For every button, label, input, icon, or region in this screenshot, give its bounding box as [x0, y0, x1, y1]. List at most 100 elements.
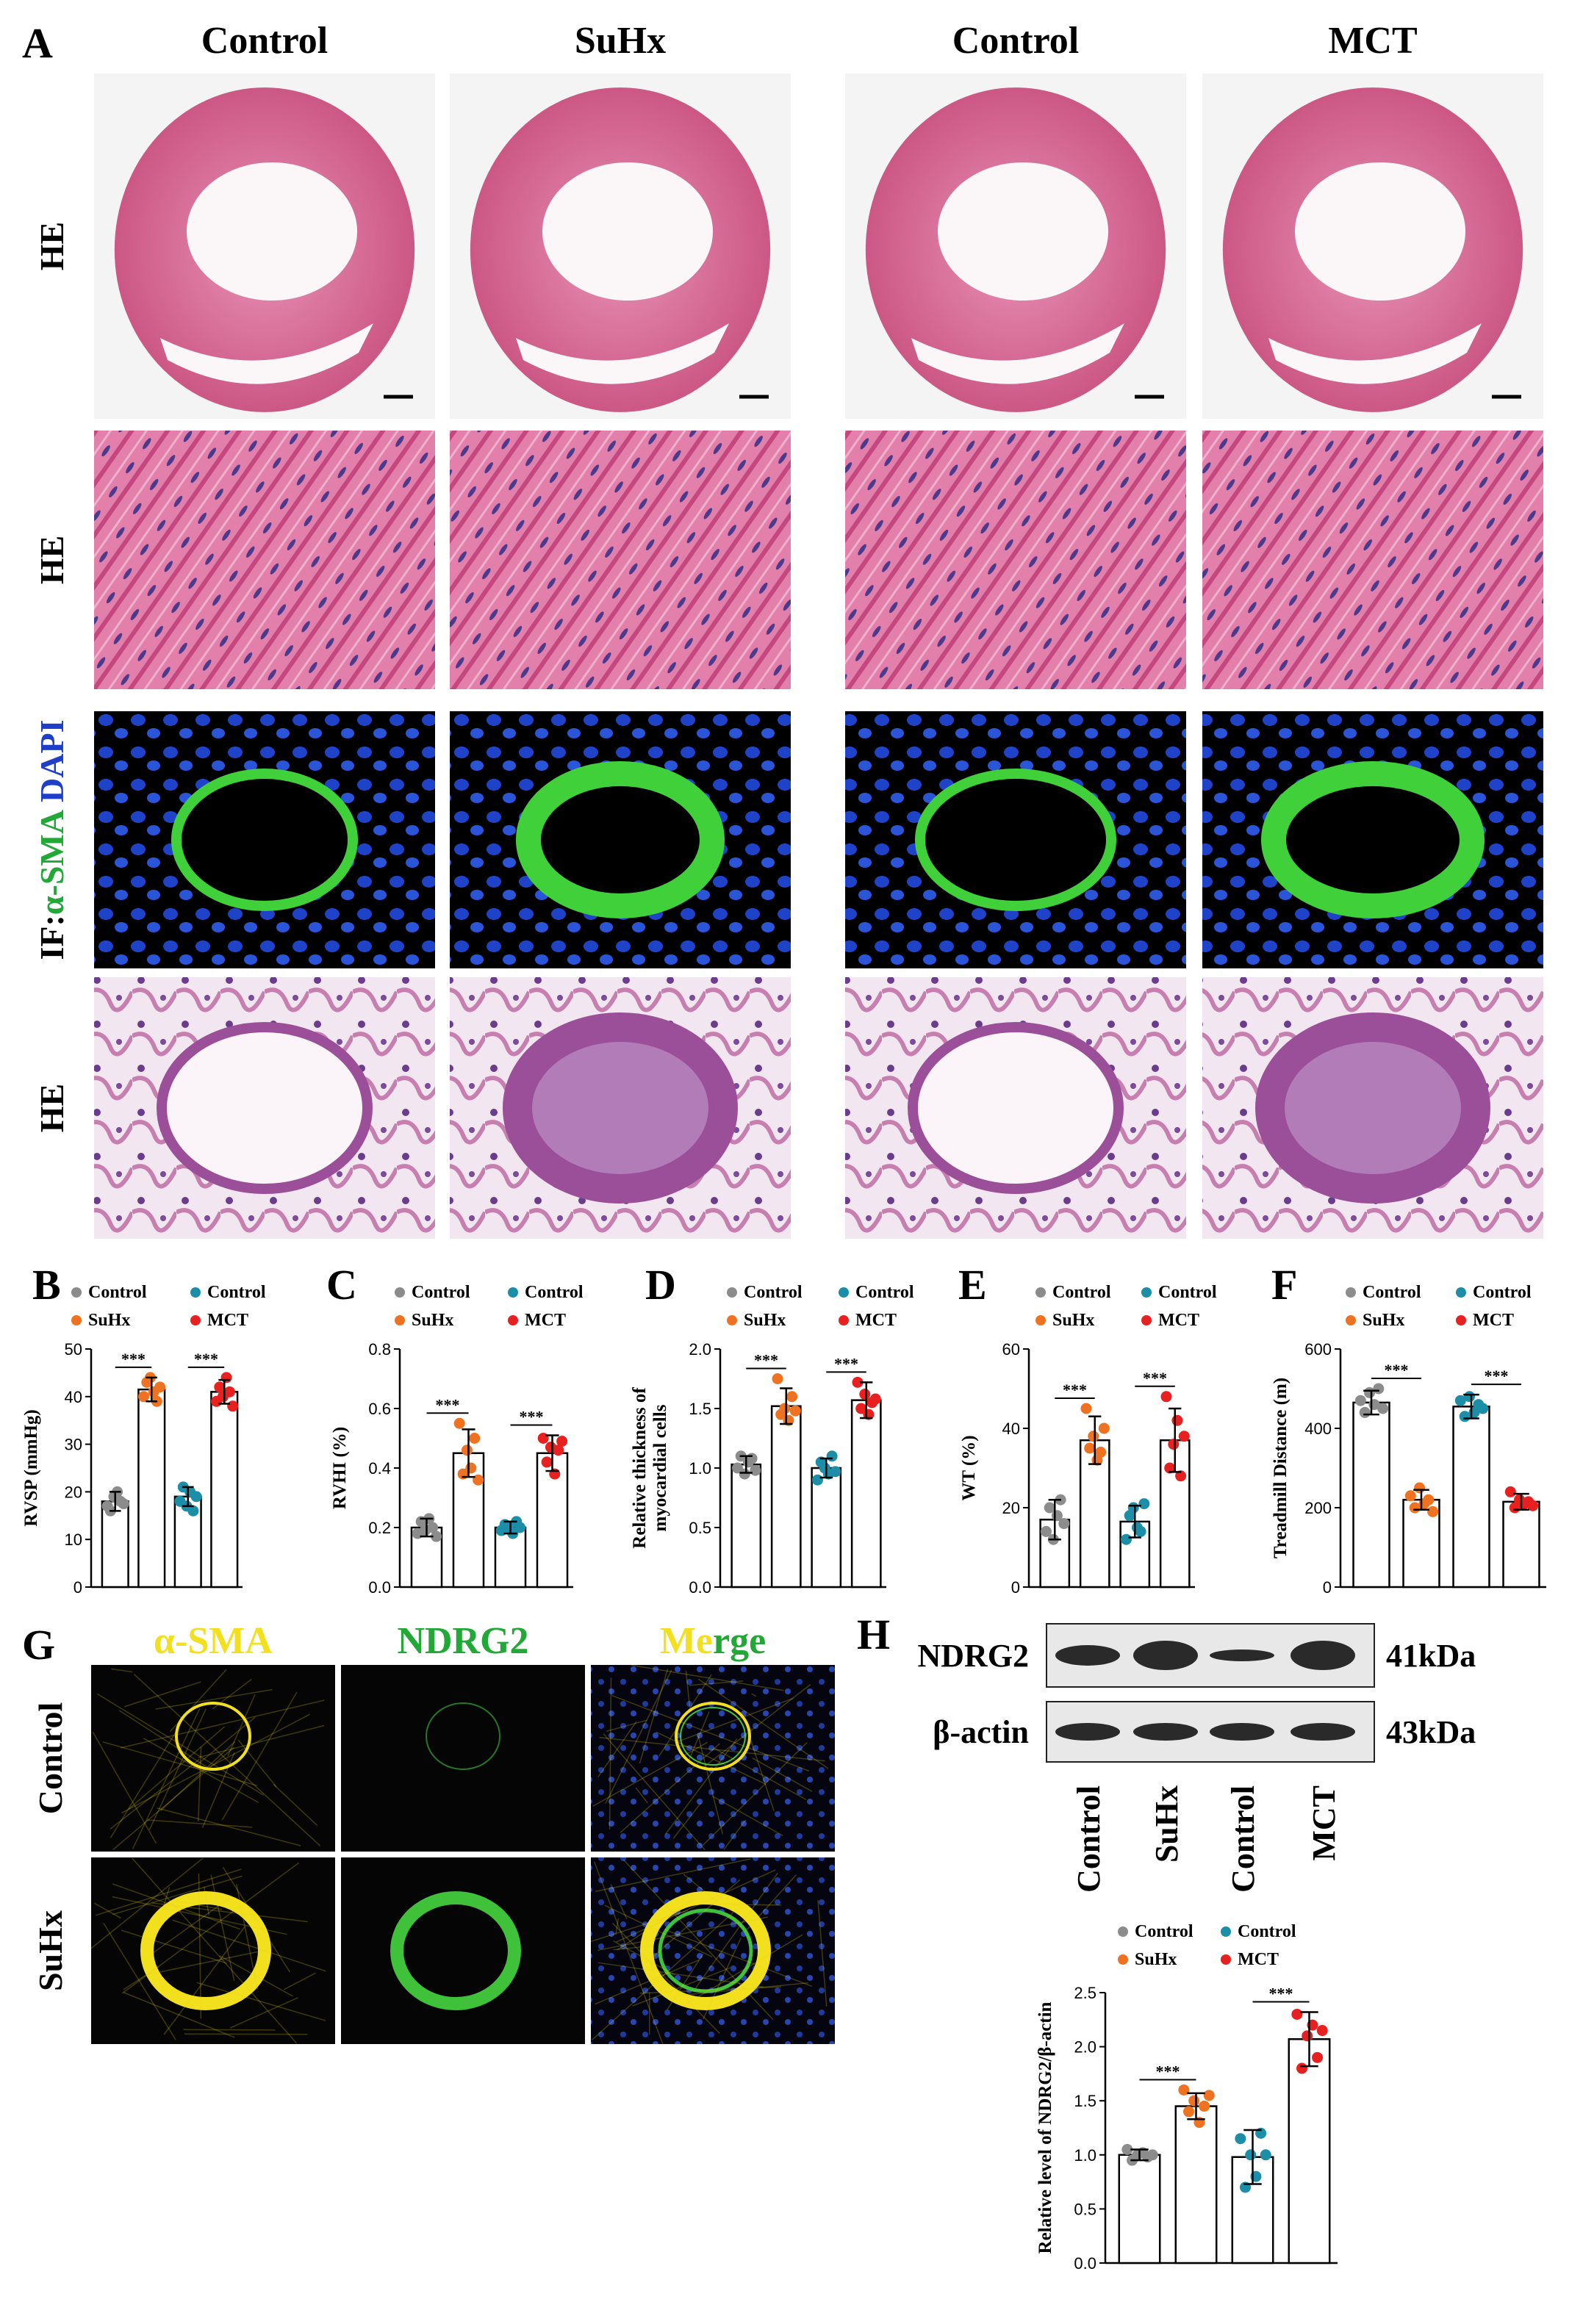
fiber [667, 1953, 704, 2010]
data-point [1127, 1502, 1139, 1514]
y-tick-label: 1.5 [1074, 2092, 1096, 2110]
y-tick-label: 2.5 [1074, 1984, 1096, 2002]
image-bg [91, 1665, 335, 1852]
data-point [772, 1373, 783, 1384]
panel-label: G [22, 1621, 55, 1669]
micrograph [450, 977, 791, 1239]
vessel-ring [171, 769, 358, 911]
y-axis-label: WT (%) [959, 1435, 979, 1500]
legend-marker [1456, 1287, 1466, 1298]
fiber [639, 1669, 669, 1764]
blot-band [1055, 1645, 1120, 1666]
fiber [198, 1873, 202, 2019]
fiber [229, 1997, 298, 2029]
fiber [597, 1721, 637, 1777]
data-point [1414, 1482, 1426, 1494]
data-point [223, 1386, 235, 1397]
fiber [163, 1926, 245, 2035]
fiber [615, 1918, 620, 1935]
y-tick-label: 50 [65, 1340, 82, 1359]
fiber [121, 1862, 300, 1994]
data-point [1171, 1414, 1183, 1426]
fiber [590, 1910, 689, 1943]
legend-label: Control [1052, 1283, 1111, 1302]
legend-marker [1118, 1927, 1128, 1937]
data-point [869, 1393, 881, 1405]
fiber [631, 1664, 784, 1691]
fiber [622, 1859, 774, 2021]
fiber [172, 1919, 326, 1972]
y-tick-label: 60 [1002, 1340, 1020, 1359]
column-header-part: α-SMA [154, 1620, 273, 1662]
data-point [1080, 1403, 1092, 1414]
column-header: Control [201, 20, 328, 62]
error-bar [420, 1517, 434, 1538]
fiber [697, 1735, 723, 1835]
fiber [672, 1802, 702, 1839]
bar [1118, 2154, 1161, 2264]
fiber [632, 1967, 731, 2007]
fiber [685, 1671, 691, 1707]
fiber [639, 1986, 782, 1994]
data-point [746, 1453, 758, 1464]
data-point [461, 1445, 473, 1456]
fiber [90, 1857, 204, 1949]
legend-marker [1221, 1927, 1231, 1937]
data-point [830, 1466, 841, 1478]
row-label: IF:α-SMA DAPI [33, 720, 71, 960]
fiber [237, 1739, 277, 1788]
row-label-part: HE [33, 1084, 71, 1132]
data-point [1175, 1470, 1187, 1482]
vessel-ring-inner [658, 1908, 753, 1993]
legend-marker [1035, 1287, 1046, 1298]
fiber [197, 1746, 202, 1821]
micrograph [94, 711, 435, 968]
legend-marker [71, 1315, 82, 1325]
row-label: HE [33, 536, 71, 584]
y-tick-label: 30 [65, 1436, 82, 1454]
legend-label: SuHx [744, 1311, 786, 1330]
fiber [110, 1730, 178, 1838]
image-bg [91, 1857, 335, 2044]
legend-label: MCT [1158, 1311, 1199, 1330]
blot-band [1133, 1641, 1198, 1670]
fiber [592, 1741, 708, 1807]
image-bg [341, 1857, 585, 2044]
image-bg [591, 1665, 835, 1852]
fiber [175, 1900, 223, 1910]
fiber [112, 1746, 234, 1851]
bar [770, 1405, 802, 1589]
column-header-part: Me [660, 1620, 713, 1662]
fiber [656, 1731, 767, 1785]
fiber [749, 1738, 775, 1811]
data-point [811, 1474, 823, 1486]
panel-label: H [857, 1611, 890, 1658]
data-point [1168, 1439, 1180, 1450]
fiber [148, 1708, 207, 1830]
lane-label: Control [1071, 1785, 1107, 1893]
column-header: Control [952, 20, 1079, 62]
y-tick-label: 40 [1002, 1420, 1020, 1438]
data-point [187, 1505, 199, 1517]
fiber [183, 2029, 276, 2031]
bar [811, 1467, 842, 1589]
error-bar [1169, 1407, 1182, 1473]
panel-label: D [645, 1261, 676, 1309]
y-tick-label: 1.5 [689, 1400, 711, 1418]
data-point [1477, 1403, 1489, 1414]
fiber [131, 1857, 297, 2044]
data-point [1160, 1391, 1172, 1403]
data-point [1377, 1403, 1389, 1414]
data-point [465, 1462, 477, 1474]
data-point [1527, 1500, 1539, 1511]
panel-label: B [32, 1261, 61, 1309]
fiber [604, 1904, 713, 1957]
data-point [786, 1391, 798, 1403]
legend-marker [1346, 1287, 1356, 1298]
data-point [1359, 1406, 1371, 1418]
legend-label: MCT [1238, 1950, 1279, 1969]
bar [1231, 2156, 1274, 2264]
legend-label: MCT [525, 1311, 566, 1330]
fiber [595, 1959, 700, 2005]
